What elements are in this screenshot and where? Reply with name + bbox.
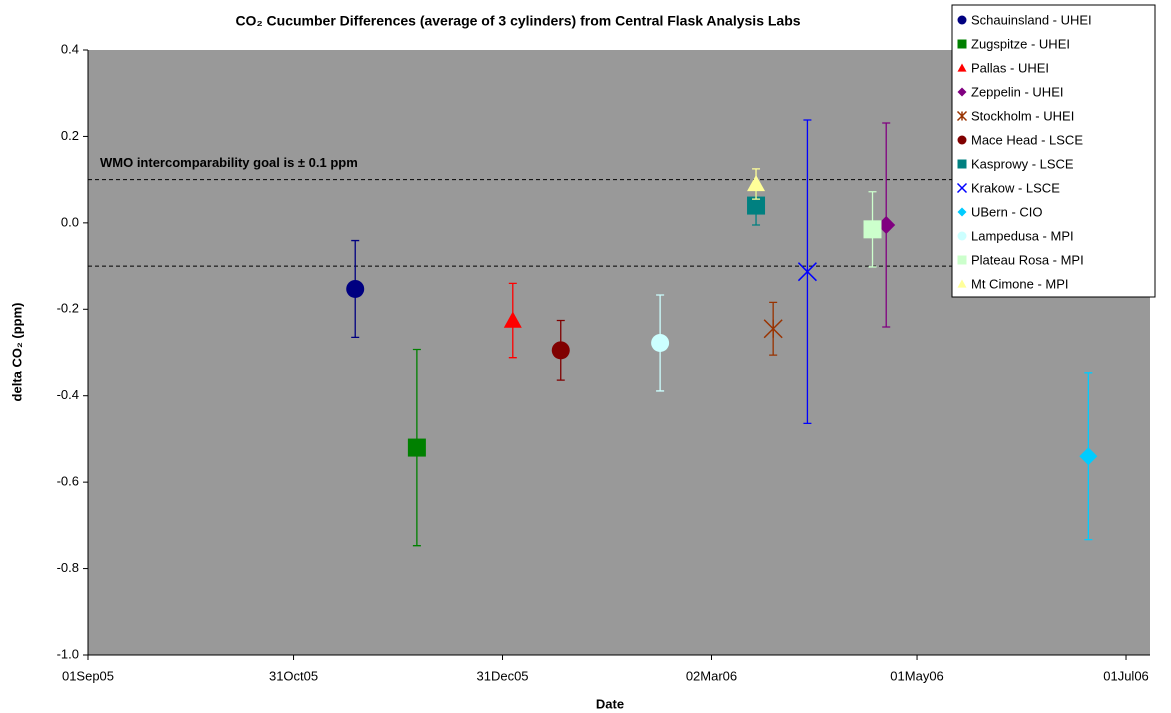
marker [1079, 447, 1098, 466]
legend-marker [957, 279, 967, 288]
marker [747, 196, 766, 215]
x-tick-label: 31Dec05 [476, 668, 528, 683]
legend-label: Plateau Rosa - MPI [971, 252, 1084, 267]
legend-label: Stockholm - UHEI [971, 108, 1074, 123]
y-tick-label: 0.2 [61, 128, 79, 143]
legend-marker [957, 39, 967, 49]
legend-marker [957, 15, 967, 25]
x-axis-label: Date [596, 696, 624, 711]
marker [407, 438, 426, 457]
x-tick-label: 01Jul06 [1103, 668, 1149, 683]
legend-marker [957, 207, 967, 217]
legend-label: Zeppelin - UHEI [971, 84, 1063, 99]
y-tick-label: 0.4 [61, 41, 79, 56]
y-tick-label: -0.8 [57, 560, 79, 575]
legend-label: Pallas - UHEI [971, 60, 1049, 75]
y-tick-label: -0.6 [57, 474, 79, 489]
legend-marker [957, 63, 967, 72]
legend-box [951, 4, 1156, 298]
legend-label: Lampedusa - MPI [971, 228, 1074, 243]
marker [877, 216, 896, 235]
y-tick-label: 0.0 [61, 214, 79, 229]
legend-marker [957, 159, 967, 169]
legend-marker [957, 135, 967, 145]
y-tick-label: -1.0 [57, 646, 79, 661]
marker [747, 174, 766, 192]
marker [863, 220, 882, 239]
marker [763, 319, 783, 339]
legend-label: UBern - CIO [971, 204, 1043, 219]
legend-label: Zugspitze - UHEI [971, 36, 1070, 51]
marker [346, 279, 365, 298]
legend-marker [957, 231, 967, 241]
legend-label: Mace Head - LSCE [971, 132, 1083, 147]
legend-label: Mt Cimone - MPI [971, 276, 1069, 291]
marker [503, 311, 522, 328]
legend-label: Kasprowy - LSCE [971, 156, 1074, 171]
y-tick-label: -0.4 [57, 387, 79, 402]
x-tick-label: 01May06 [890, 668, 943, 683]
y-tick-label: -0.2 [57, 301, 79, 316]
x-tick-label: 01Sep05 [62, 668, 114, 683]
y-axis-label: delta CO₂ (ppm) [9, 303, 24, 402]
legend-marker [956, 182, 968, 194]
marker [797, 262, 817, 282]
legend-marker [957, 87, 967, 97]
legend-marker [956, 110, 968, 122]
chart-title: CO₂ Cucumber Differences (average of 3 c… [235, 13, 800, 29]
x-tick-label: 02Mar06 [686, 668, 737, 683]
marker [651, 333, 670, 352]
marker [551, 341, 570, 360]
annotation: WMO intercomparability goal is ± 0.1 ppm [100, 155, 358, 170]
legend-marker [957, 255, 967, 265]
x-tick-label: 31Oct05 [269, 668, 318, 683]
legend-label: Schauinsland - UHEI [971, 12, 1092, 27]
legend-label: Krakow - LSCE [971, 180, 1060, 195]
